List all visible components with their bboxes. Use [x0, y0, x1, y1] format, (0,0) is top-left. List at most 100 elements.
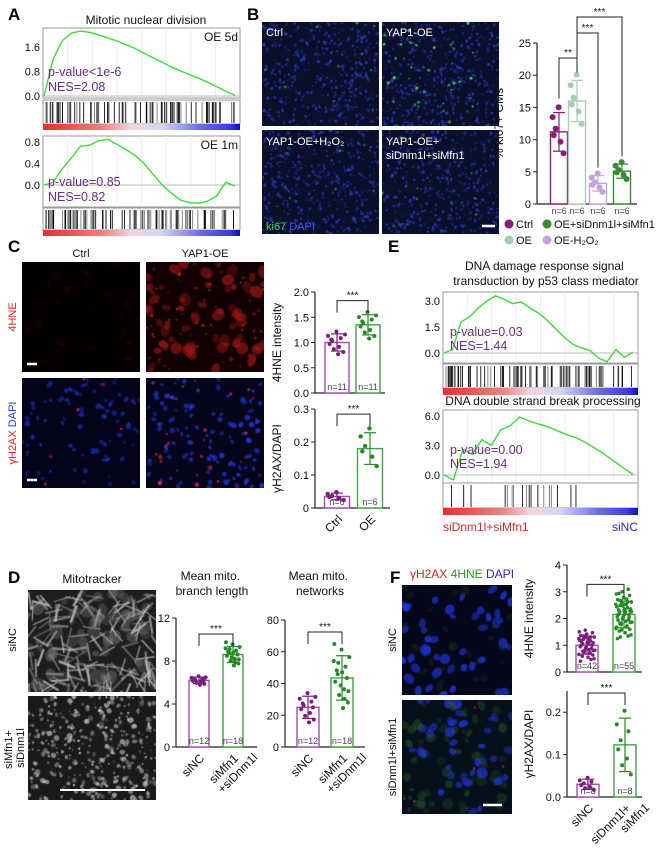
data-point: [549, 114, 556, 121]
data-point: [358, 434, 363, 439]
n-label: n=12: [189, 736, 209, 746]
data-point: [623, 630, 628, 635]
row-label-sidnm1l-d: siDnm1l: [15, 728, 27, 768]
y-tick-label: 0.1: [294, 470, 309, 482]
legend-marker-ctrl: [504, 219, 514, 229]
stain-h2ax: γH2AX: [7, 430, 19, 465]
data-point: [627, 615, 631, 620]
data-point: [628, 607, 633, 611]
y-axis-label: 4HNE intensity: [270, 303, 284, 382]
y-tick-label: 0: [303, 503, 309, 515]
nes-annotation: NES=0.82: [48, 190, 105, 204]
data-point: [624, 756, 629, 761]
data-point: [592, 656, 596, 661]
data-point: [224, 653, 229, 658]
micrograph-b-yap1-oe: [382, 22, 499, 126]
data-point: [367, 336, 372, 341]
micrograph-f-sinc: [402, 585, 512, 695]
data-point: [578, 638, 582, 643]
gene-hit-barcode: [442, 482, 639, 509]
y-tick-label: 3.0: [425, 441, 440, 453]
data-point: [579, 643, 584, 648]
data-point: [591, 640, 595, 645]
significance-bracket: [198, 633, 234, 647]
tile-label-yap1-oe: YAP1-OE: [386, 27, 433, 39]
data-point: [367, 426, 372, 431]
y-tick-label: 8: [164, 656, 170, 668]
y-tick-label: 1.5: [294, 312, 309, 324]
data-point: [339, 647, 344, 652]
micrograph-b-ctrl: [262, 22, 379, 126]
significance-stars: **: [564, 48, 572, 59]
rank-label-left: siDnm1l+siMfn1: [443, 520, 529, 534]
data-point: [342, 332, 347, 337]
stain-4hne-f: 4HNE: [451, 567, 483, 581]
bar: [356, 447, 384, 509]
n-label: n=18: [332, 736, 352, 746]
data-point: [590, 630, 595, 635]
data-point: [585, 640, 590, 644]
data-point: [625, 624, 629, 628]
data-point: [625, 605, 630, 610]
data-point: [619, 621, 624, 625]
data-point: [593, 648, 597, 653]
significance-stars: ***: [348, 404, 360, 415]
data-point: [327, 341, 332, 346]
p-value-annotation: p-value<1e-6: [48, 65, 121, 79]
chart-d2-title-line1: Mean mito.: [289, 569, 348, 583]
y-tick-label: 1.0: [294, 338, 309, 350]
data-point: [583, 628, 588, 632]
data-point: [299, 707, 304, 712]
significance-stars: ***: [600, 574, 612, 585]
category-label: OE: [356, 512, 378, 534]
data-point: [341, 706, 346, 711]
rank-color-strip: [43, 230, 240, 236]
data-point: [627, 593, 632, 598]
p-value-annotation: p-value=0.03: [450, 325, 523, 339]
rank-color-strip: [443, 388, 638, 395]
data-point: [327, 494, 332, 500]
data-point: [615, 605, 619, 609]
data-point: [577, 629, 582, 634]
y-tick-label: 0.8: [25, 67, 40, 79]
legend-marker-oe-h2o2: [542, 235, 552, 245]
data-point: [616, 747, 621, 752]
bar-chart-c2: 0 0.1 0.2 0.3 γH2AX/DAPI n=6 Ctrl n=6 OE ***: [270, 404, 390, 535]
y-tick-label: 0.4: [25, 159, 40, 171]
micrograph-d-simfn1-sidnm1l: [28, 696, 156, 800]
data-point: [231, 663, 236, 668]
y-tick-label: 20: [519, 70, 531, 82]
data-point: [227, 647, 232, 652]
significance-stars: ***: [582, 23, 594, 34]
category-label: siDnm1l+siMfn1: [588, 791, 653, 856]
significance-bracket: [586, 583, 625, 597]
data-point: [614, 625, 619, 629]
n-label: n=11: [327, 382, 347, 392]
data-point: [577, 778, 582, 783]
data-point: [362, 443, 368, 449]
data-point: [567, 82, 574, 89]
y-tick-label: 3.0: [425, 296, 440, 308]
significance-stars: ***: [601, 683, 613, 694]
stain-dapi-f: DAPI: [486, 567, 514, 581]
chart-d2-title: Mean mito. networks: [289, 569, 352, 598]
data-point: [589, 779, 594, 784]
column-label-yap1-oe: YAP1-OE: [182, 248, 229, 260]
nes-annotation: NES=2.08: [48, 80, 105, 94]
chart-d1-title: Mean mito. branch length: [176, 569, 249, 598]
row-label-h2ax-dapi: γH2AX DAPI: [7, 402, 19, 465]
data-point: [235, 652, 240, 657]
data-point: [309, 699, 314, 704]
data-point: [580, 654, 585, 658]
data-point: [331, 347, 336, 352]
n-label: n=12: [298, 736, 318, 746]
n-label: n=8: [580, 786, 595, 796]
n-label: n=6: [329, 497, 344, 507]
bar-chart-c1: 0.0 0.5 1.0 1.5 2.0 4HNE intensity n=11 n=11 ***: [270, 287, 385, 400]
row-label-sinc-d: siNC: [7, 628, 19, 652]
data-point: [616, 612, 621, 617]
data-point: [630, 620, 634, 624]
n-label: n=6: [362, 497, 377, 507]
